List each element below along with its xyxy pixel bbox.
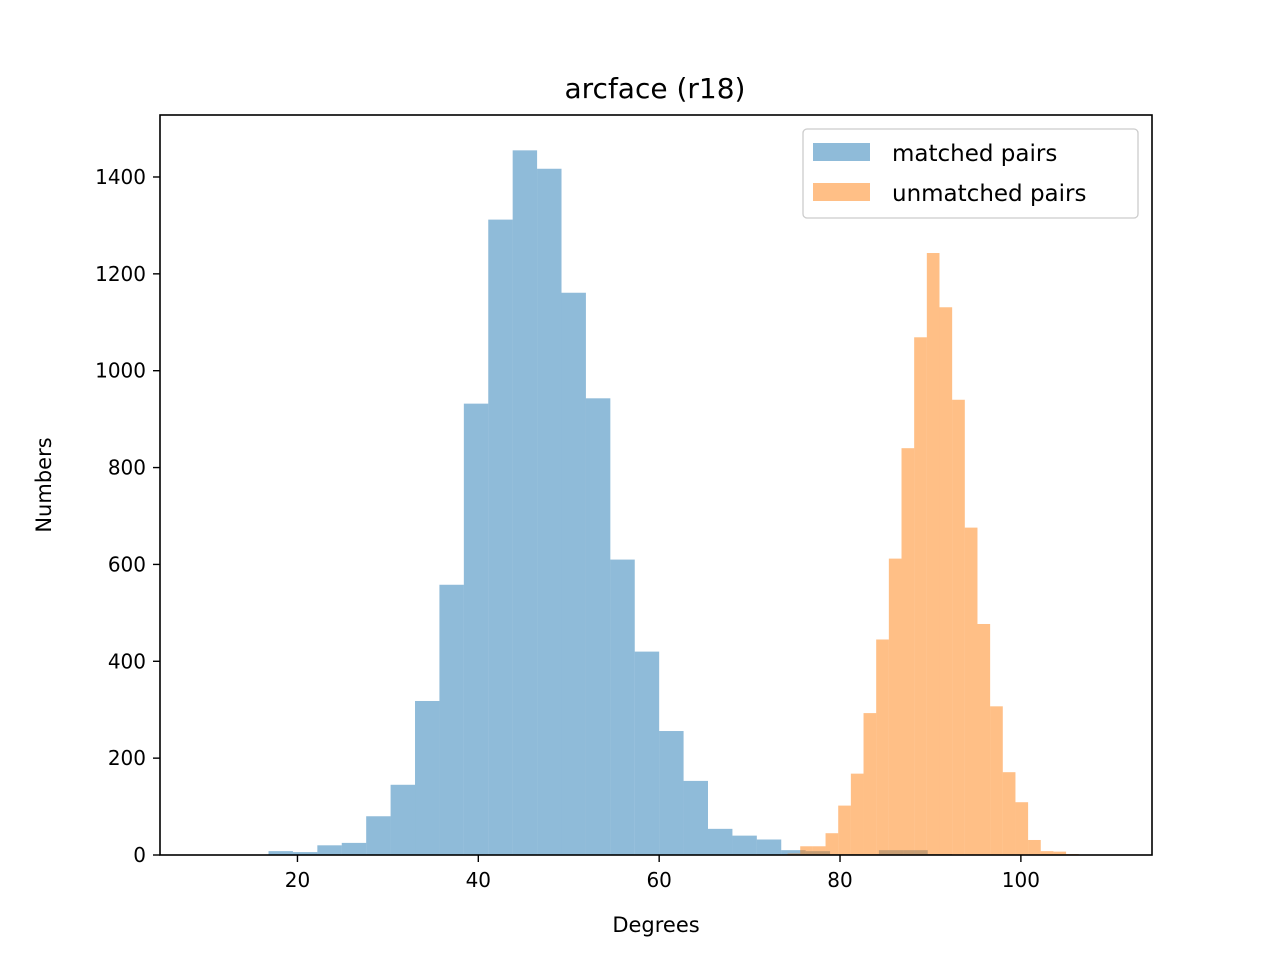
bar-matched [781, 850, 806, 855]
bar-matched [610, 559, 635, 855]
bar-unmatched [964, 527, 978, 855]
legend-swatch-matched [813, 143, 870, 161]
bar-unmatched [1028, 839, 1041, 855]
bar-matched [537, 168, 562, 855]
legend-box [802, 128, 1139, 219]
x-tick-label: 20 [285, 868, 310, 892]
bar-matched [732, 835, 757, 855]
y-axis-title: Numbers [32, 437, 56, 532]
bar-unmatched [939, 307, 953, 855]
bar-matched [366, 816, 391, 855]
x-tick-label: 100 [1002, 868, 1040, 892]
bar-unmatched [838, 805, 851, 855]
bar-matched [268, 851, 293, 855]
bar-unmatched [977, 623, 991, 855]
y-tick-label: 600 [108, 552, 146, 576]
bar-matched [415, 700, 440, 855]
x-tick-label: 60 [646, 868, 671, 892]
bar-matched [488, 219, 513, 856]
bar-matched [463, 403, 489, 855]
chart-title: arcface (r18) [565, 72, 746, 105]
bar-matched [634, 651, 660, 855]
bar-unmatched [863, 713, 877, 855]
legend: matched pairs unmatched pairs [802, 128, 1139, 219]
bar-unmatched [1002, 772, 1016, 855]
bar-unmatched [850, 773, 864, 855]
bar-unmatched [800, 846, 813, 855]
bar-unmatched [952, 399, 965, 855]
histogram-bars [268, 150, 1079, 856]
bar-matched [585, 398, 611, 855]
y-tick-label: 400 [108, 649, 146, 673]
bar-matched [756, 839, 782, 855]
bar-unmatched [812, 846, 826, 855]
bar-unmatched [926, 253, 940, 855]
bar-unmatched [876, 639, 889, 855]
x-axis-title: Degrees [612, 913, 699, 937]
legend-swatch-unmatched [813, 183, 870, 201]
bar-matched [317, 845, 342, 855]
bar-matched [708, 828, 733, 855]
bar-matched [292, 852, 318, 855]
y-tick-label: 200 [108, 746, 146, 770]
bar-matched [512, 150, 538, 856]
bar-unmatched [990, 706, 1003, 855]
y-tick-label: 800 [108, 456, 146, 480]
bar-matched [659, 731, 684, 855]
bar-matched [341, 842, 367, 855]
y-tick-label: 1400 [95, 165, 146, 189]
y-tick-label: 1200 [95, 262, 146, 286]
legend-label-unmatched: unmatched pairs [892, 181, 1086, 207]
y-tick-label: 0 [133, 843, 146, 867]
y-axis: 0 200 400 600 800 1000 1200 1400 [95, 165, 160, 867]
bar-matched [561, 292, 586, 855]
bar-unmatched [888, 558, 902, 855]
bar-matched [439, 584, 464, 855]
bar-unmatched [1040, 851, 1054, 855]
bar-matched [390, 784, 416, 855]
bar-unmatched [1053, 851, 1067, 855]
bar-matched [683, 780, 708, 855]
y-tick-label: 1000 [95, 359, 146, 383]
legend-label-matched: matched pairs [892, 141, 1057, 167]
x-tick-label: 80 [827, 868, 852, 892]
plot-frame [159, 114, 1153, 856]
x-axis: 20 40 60 80 100 [285, 855, 1040, 892]
bar-unmatched [914, 337, 927, 855]
bar-unmatched [825, 833, 839, 855]
x-tick-label: 40 [466, 868, 491, 892]
bar-unmatched [901, 448, 915, 855]
bar-unmatched [1015, 802, 1029, 855]
